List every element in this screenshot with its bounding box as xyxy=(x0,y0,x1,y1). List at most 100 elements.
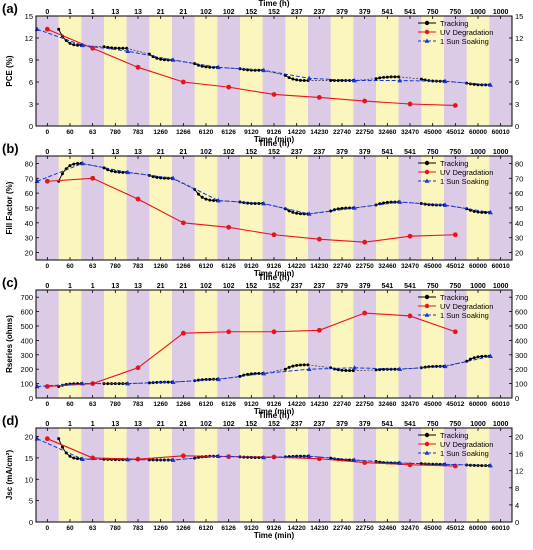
top-tick-label: 541 xyxy=(381,149,393,156)
sun-soaking-point xyxy=(306,453,312,458)
sun-soaking-point xyxy=(261,200,267,206)
sun-soaking-point xyxy=(216,197,221,203)
tracking-point xyxy=(382,367,386,371)
uv-degradation-point xyxy=(362,310,368,316)
uv-degradation-line xyxy=(47,312,456,388)
right-y-tick-label: 4 xyxy=(515,501,519,510)
bottom-tick-label: 22750 xyxy=(356,525,374,532)
tracking-point xyxy=(480,464,484,468)
top-tick-label: 152 xyxy=(268,421,280,428)
background-band xyxy=(308,16,331,126)
sun-soaking-point xyxy=(397,77,403,83)
background-band xyxy=(444,16,467,126)
legend-marker xyxy=(424,450,430,455)
y-axis-label: Jsc (mA/cm²) xyxy=(5,450,14,501)
top-tick-label: 541 xyxy=(404,283,416,290)
sun-soaking-point xyxy=(397,366,403,371)
uv-degradation-point xyxy=(135,456,141,462)
top-tick-label: 1 xyxy=(68,149,72,156)
bottom-tick-label: 60 xyxy=(66,129,74,136)
background-band xyxy=(466,156,490,260)
top-tick-label: 379 xyxy=(359,283,371,290)
top-tick-label: 237 xyxy=(291,283,303,290)
tracking-point xyxy=(423,365,427,369)
background-band xyxy=(308,290,331,398)
right-y-tick-label: 12 xyxy=(515,34,523,43)
uv-degradation-point xyxy=(271,232,277,238)
panel-label: (c) xyxy=(2,275,18,290)
panel-label: (d) xyxy=(2,413,19,428)
background-band xyxy=(353,16,377,126)
y-tick-label: 0 xyxy=(29,518,33,527)
legend-marker xyxy=(424,20,430,26)
y-axis-label: Fill Factor (%) xyxy=(5,181,14,234)
sun-soaking-point xyxy=(306,366,312,371)
top-tick-label: 541 xyxy=(404,9,416,16)
bottom-tick-label: 60010 xyxy=(492,129,510,136)
bottom-tick-label: 1266 xyxy=(176,263,191,270)
legend-label: Tracking xyxy=(440,431,468,440)
bottom-tick-label: 60 xyxy=(66,525,74,532)
bottom-tick-label: 1266 xyxy=(176,401,191,408)
tracking-point xyxy=(117,46,121,50)
top-tick-label: 1000 xyxy=(493,9,509,16)
top-tick-label: 0 xyxy=(45,9,49,16)
right-y-tick-label: 100 xyxy=(515,380,528,389)
y-tick-label: 30 xyxy=(25,234,33,243)
y-tick-label: 60 xyxy=(25,189,33,198)
tracking-transition xyxy=(126,47,150,55)
top-tick-label: 102 xyxy=(200,9,212,16)
background-band xyxy=(262,16,286,126)
background-band xyxy=(217,156,241,260)
tracking-point xyxy=(298,363,302,367)
top-tick-label: 13 xyxy=(111,421,119,428)
tracking-point xyxy=(155,458,159,462)
uv-degradation-point xyxy=(316,236,322,242)
uv-degradation-point xyxy=(135,365,141,371)
top-tick-label: 152 xyxy=(268,9,280,16)
y-tick-label: 400 xyxy=(20,336,33,345)
right-y-tick-label: 500 xyxy=(515,322,528,331)
top-tick-label: 379 xyxy=(359,9,371,16)
top-tick-label: 237 xyxy=(313,9,325,16)
bottom-tick-label: 780 xyxy=(110,129,121,136)
sun-soaking-point xyxy=(170,457,176,462)
tracking-point xyxy=(378,76,382,80)
panel-c xyxy=(34,289,513,399)
top-tick-label: 13 xyxy=(134,421,142,428)
bottom-tick-label: 6126 xyxy=(221,129,236,136)
bottom-tick-label: 14220 xyxy=(288,129,306,136)
sun-soaking-point xyxy=(352,77,357,83)
uv-degradation-point xyxy=(90,175,96,181)
top-tick-label: 1000 xyxy=(470,283,486,290)
background-band xyxy=(285,156,309,260)
y-axis-label: PCE (%) xyxy=(5,55,14,86)
sun-soaking-point xyxy=(170,379,176,384)
uv-degradation-line xyxy=(47,177,456,243)
top-tick-label: 152 xyxy=(245,149,257,156)
top-tick-label: 541 xyxy=(404,149,416,156)
legend xyxy=(418,432,436,455)
tracking-transition xyxy=(353,369,377,371)
background-band xyxy=(58,428,82,522)
tracking-point xyxy=(382,201,386,205)
tracking-point xyxy=(480,354,484,358)
top-tick-label: 21 xyxy=(157,421,165,428)
top-axis-title: Time (h) xyxy=(259,0,290,8)
top-tick-label: 152 xyxy=(268,149,280,156)
background-band xyxy=(194,428,218,522)
legend-marker xyxy=(424,441,430,447)
bottom-tick-label: 60010 xyxy=(492,401,510,408)
tracking-point xyxy=(193,62,197,66)
sun-soaking-line xyxy=(37,355,491,387)
right-y-tick-label: 400 xyxy=(515,336,528,345)
uv-degradation-point xyxy=(452,232,458,238)
top-tick-label: 1000 xyxy=(493,283,509,290)
y-tick-label: 40 xyxy=(25,219,33,228)
background-band xyxy=(217,16,241,126)
background-band xyxy=(398,290,422,398)
right-y-tick-label: 80 xyxy=(515,159,523,168)
background-band xyxy=(444,428,467,522)
background-band xyxy=(421,16,445,126)
tracking-point xyxy=(117,382,121,386)
